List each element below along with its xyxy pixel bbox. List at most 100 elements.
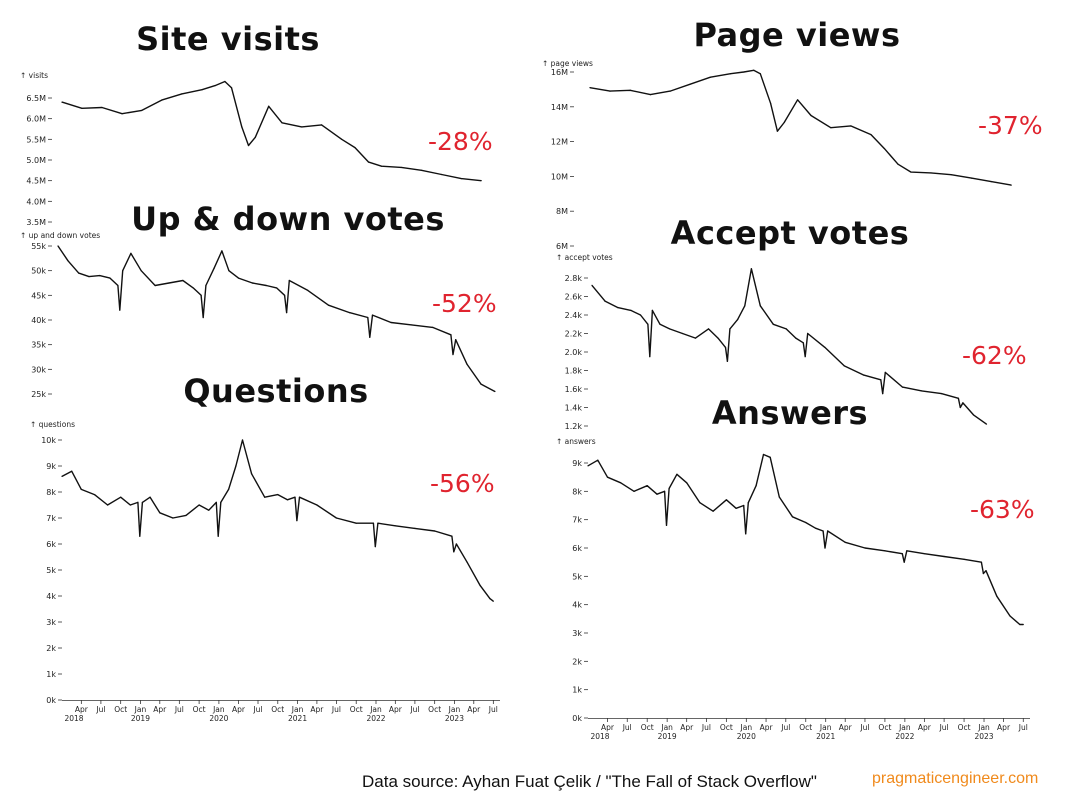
y-tick-label: 7k [572,516,582,525]
data-point [120,496,122,498]
data-point [830,127,832,129]
x-tick-label: Apr [918,723,932,732]
data-point [327,304,330,306]
data-point [241,439,244,441]
x-tick-label: Jul [409,705,419,714]
data-point [307,289,309,291]
data-point [1019,623,1021,626]
x-year-label: 2023 [974,732,993,741]
y-tick-label: 2.4k [565,311,583,320]
y-tick-label: 4.5M [26,177,46,186]
change-percent-label: -52% [432,289,497,318]
data-point [251,282,254,284]
data-point [970,177,973,179]
data-point [843,365,845,367]
data-point [140,270,142,272]
y-tick-label: 1.4k [565,404,583,413]
data-point [235,465,237,467]
data-point [283,294,286,296]
data-point [972,414,975,416]
x-tick-label: Oct [878,723,891,732]
data-point [420,169,423,171]
data-point [597,459,599,461]
y-tick-label: 5k [46,566,56,575]
x-tick-label: Oct [193,705,206,714]
x-tick-label: Apr [389,705,403,714]
data-point [367,161,370,163]
data-point [296,520,298,522]
data-point [807,332,809,335]
change-percent-label: -37% [978,111,1043,140]
data-point [822,530,824,532]
data-point [390,321,392,324]
x-tick-label: Oct [114,705,127,714]
data-point [587,465,589,467]
data-point [717,337,719,339]
y-axis-label: ↑ questions [30,420,75,429]
y-tick-label: 6.0M [26,115,46,124]
y-tick-label: 3k [572,629,582,638]
data-point [665,524,668,526]
data-point [656,493,658,495]
y-tick-label: 4k [572,601,582,610]
y-axis-label: ↑ visits [20,71,48,80]
data-point [201,89,203,91]
data-point [354,147,356,149]
x-tick-label: Oct [271,705,284,714]
y-tick-label: 9k [46,462,56,471]
x-tick-label: Jul [252,705,262,714]
data-point [810,114,812,117]
data-point [394,525,396,527]
data-point [639,314,642,316]
y-tick-label: 5k [572,572,582,581]
x-tick-label: Apr [75,705,89,714]
data-point [712,510,714,512]
data-point [460,178,462,180]
data-point [141,109,143,111]
data-point [67,260,69,262]
data-point [441,173,443,176]
data-point [743,71,745,73]
data-point [745,533,747,535]
data-point [452,353,454,356]
data-point [750,268,752,270]
data-point [962,402,964,404]
x-tick-label: Apr [232,705,246,714]
data-point [791,516,794,518]
x-tick-label: Jan [660,723,673,732]
y-tick-label: 3k [46,618,56,627]
x-tick-label: Apr [467,705,481,714]
data-point [921,390,923,392]
y-tick-label: 35k [31,341,46,350]
data-point [686,482,688,484]
y-tick-label: 50k [31,267,46,276]
data-point [957,397,959,399]
change-percent-label: -28% [428,127,493,156]
data-source-caption: Data source: Ayhan Fuat Çelik / "The Fal… [362,772,817,791]
data-point [1010,184,1012,186]
data-point [797,99,799,101]
data-point [78,272,80,274]
data-point [963,558,965,560]
data-point [681,332,684,335]
x-year-label: 2021 [816,732,835,741]
data-point [633,490,635,492]
data-point [208,509,210,511]
data-point [185,514,187,517]
y-tick-label: 10M [551,172,568,181]
x-tick-label: Jan [819,723,832,732]
y-tick-label: 8k [572,487,582,496]
x-year-label: 2022 [895,732,914,741]
x-tick-label: Oct [799,723,812,732]
change-percent-label: -63% [970,495,1035,524]
data-point [884,371,886,373]
data-point [864,547,866,549]
x-tick-label: Apr [760,723,774,732]
data-point [286,499,289,501]
y-tick-label: 45k [31,291,46,300]
x-tick-label: Jul [174,705,184,714]
data-point [237,277,240,279]
data-point [606,476,609,478]
y-tick-label: 2.6k [565,293,583,302]
data-point [591,284,593,286]
